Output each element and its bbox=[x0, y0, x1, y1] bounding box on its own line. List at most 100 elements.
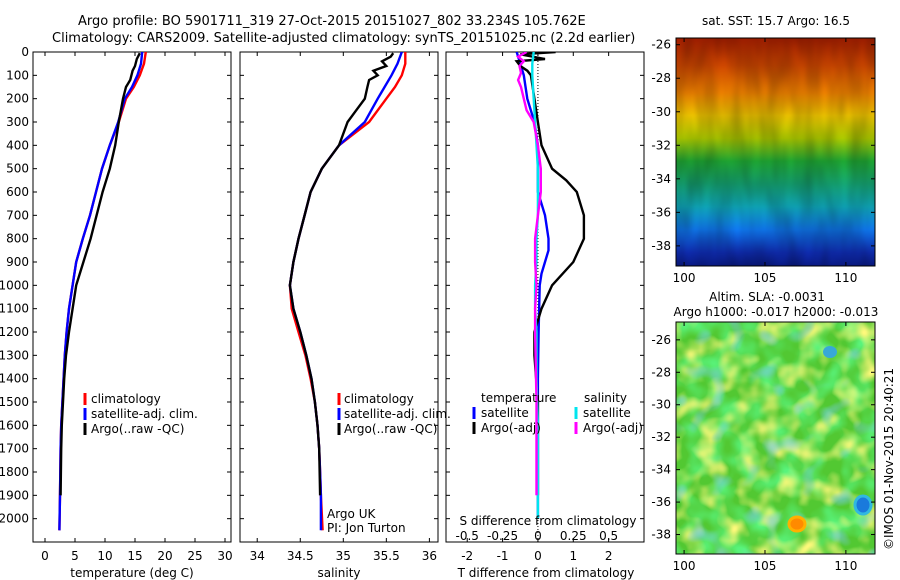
sal-xtick-label: 35 bbox=[336, 549, 351, 563]
depth-axis: 0 100 200 300 400 500 600 700 800 900 1000 1100 1200… bbox=[0, 45, 644, 526]
temp-series-2 bbox=[59, 52, 141, 496]
diff-series-3 bbox=[515, 52, 542, 496]
salinity-plot: 34 34.5 35 35.5 36 bbox=[250, 52, 437, 563]
legend-label-s-argo: Argo(-adj) bbox=[583, 421, 643, 435]
sst-map-title: sat. SST: 15.7 Argo: 16.5 bbox=[702, 14, 850, 28]
depth-tick-label: 1500 bbox=[0, 395, 29, 409]
sla-xtick-label: 110 bbox=[834, 559, 857, 573]
sla-xtick-label: 100 bbox=[673, 559, 696, 573]
difference-plot: -2 -1 0 1 2 -0.5 -0.25 0 0.25 0.5 bbox=[456, 52, 618, 563]
legend-label-s-satellite: satellite bbox=[583, 406, 631, 420]
header-line-2: Climatology: CARS2009. Satellite-adjuste… bbox=[52, 31, 635, 46]
sla-map-blobs-blue bbox=[676, 322, 875, 554]
sst-ytick-label: -34 bbox=[651, 172, 671, 186]
sla-ytick-label: -30 bbox=[651, 398, 671, 412]
diff-s-tick-label: 0.5 bbox=[599, 529, 618, 543]
sal-series-2 bbox=[288, 52, 395, 496]
depth-tick-label: 1600 bbox=[0, 418, 29, 432]
sla-map-axes: 100 105 110 -26 -28 -30 -32 -34 -36 -38 bbox=[651, 322, 875, 573]
temp-xtick-label: 5 bbox=[71, 549, 79, 563]
temp-xtick-label: 20 bbox=[157, 549, 172, 563]
diff-series-1 bbox=[514, 52, 586, 496]
depth-tick-label: 100 bbox=[6, 68, 29, 82]
depth-tick-label: 400 bbox=[6, 138, 29, 152]
sst-xtick-label: 105 bbox=[754, 271, 777, 285]
sst-ytick-label: -28 bbox=[651, 71, 671, 85]
sla-ytick-label: -36 bbox=[651, 495, 671, 509]
depth-tick-label: 1900 bbox=[0, 488, 29, 502]
sst-map-texture bbox=[676, 38, 875, 266]
sst-map: sat. SST: 15.7 Argo: 16.5 100 105 110 -26 -2… bbox=[651, 14, 876, 285]
depth-tick-label: 600 bbox=[6, 185, 29, 199]
sla-map-subtitle: Argo h1000: -0.017 h2000: -0.013 bbox=[674, 305, 879, 319]
depth-tick-label: 1100 bbox=[0, 302, 29, 316]
depth-tick-label: 1800 bbox=[0, 465, 29, 479]
legend-label-satellite: satellite-adj. clim. bbox=[91, 407, 198, 421]
depth-tick-label: 800 bbox=[6, 232, 29, 246]
legend-label-argo: Argo(..raw -QC) bbox=[91, 422, 184, 436]
depth-tick-label: 900 bbox=[6, 255, 29, 269]
depth-tick-label: 300 bbox=[6, 115, 29, 129]
sst-xtick-label: 110 bbox=[834, 271, 857, 285]
temperature-plot: 0 5 10 15 20 25 30 bbox=[41, 52, 233, 563]
sal-xtick-label: 35.5 bbox=[373, 549, 400, 563]
diff-xtick-label: -1 bbox=[497, 549, 509, 563]
sst-map-frame bbox=[675, 37, 876, 267]
depth-tick-label: 1700 bbox=[0, 442, 29, 456]
salinity-xlabel: salinity bbox=[317, 566, 360, 580]
difference-xlabel-top: S difference from climatology bbox=[460, 514, 637, 528]
diff-xtick-label: 0 bbox=[534, 549, 542, 563]
diff-s-tick-label: 0 bbox=[534, 529, 542, 543]
diff-s-tick-label: -0.25 bbox=[487, 529, 518, 543]
sst-ytick-label: -36 bbox=[651, 205, 671, 219]
temp-xtick-label: 15 bbox=[127, 549, 142, 563]
depth-tick-label: 2000 bbox=[0, 512, 29, 526]
legend-label-climatology: climatology bbox=[91, 392, 161, 406]
sla-map-title: Altim. SLA: -0.0031 bbox=[709, 290, 825, 304]
temp-xtick-label: 0 bbox=[41, 549, 49, 563]
sst-xtick-label: 100 bbox=[673, 271, 696, 285]
sal-xtick-label: 36 bbox=[422, 549, 437, 563]
temp-series-1 bbox=[58, 52, 144, 531]
depth-tick-label: 500 bbox=[6, 162, 29, 176]
temperature-panel-frame bbox=[32, 51, 232, 543]
depth-tick-label: 200 bbox=[6, 92, 29, 106]
depth-tick-label: 700 bbox=[6, 208, 29, 222]
temperature-xlabel: temperature (deg C) bbox=[70, 566, 193, 580]
depth-tick-label: 0 bbox=[21, 45, 29, 59]
depth-tick-label: 1000 bbox=[0, 278, 29, 292]
sst-map-axes: 100 105 110 -26 -28 -30 -32 -34 -36 -38 bbox=[651, 38, 875, 285]
depth-tick-label: 1200 bbox=[0, 325, 29, 339]
legend-title-temperature: temperature bbox=[481, 391, 556, 405]
legend-label-climatology: climatology bbox=[344, 392, 414, 406]
sla-map-eddy-blue bbox=[853, 494, 873, 516]
pi-annotation: PI: Jon Turton bbox=[327, 521, 406, 535]
temp-xtick-label: 25 bbox=[187, 549, 202, 563]
diff-xtick-label: 1 bbox=[569, 549, 577, 563]
sla-map-eddy-red bbox=[787, 515, 807, 533]
depth-tick-label: 1300 bbox=[0, 348, 29, 362]
difference-legend: temperature salinity satellite Argo(-adj… bbox=[472, 391, 643, 435]
temp-xtick-label: 10 bbox=[97, 549, 112, 563]
depth-tick-label: 1400 bbox=[0, 372, 29, 386]
sla-xtick-label: 105 bbox=[754, 559, 777, 573]
legend-label-t-argo: Argo(-adj) bbox=[481, 421, 541, 435]
argo-uk-annotation: Argo UK bbox=[327, 507, 376, 521]
sst-ytick-label: -26 bbox=[651, 38, 671, 52]
sla-ytick-label: -28 bbox=[651, 365, 671, 379]
diff-s-tick-label: 0.25 bbox=[560, 529, 587, 543]
legend-label-t-satellite: satellite bbox=[481, 406, 529, 420]
sal-xtick-label: 34 bbox=[250, 549, 265, 563]
header-line-1: Argo profile: BO 5901711_319 27-Oct-2015… bbox=[78, 14, 586, 29]
imos-side-label: ©IMOS 01-Nov-2015 20:40:21 bbox=[882, 368, 896, 550]
sla-ytick-label: -32 bbox=[651, 430, 671, 444]
salinity-panel-frame bbox=[239, 51, 439, 543]
sla-ytick-label: -34 bbox=[651, 463, 671, 477]
sla-ytick-label: -26 bbox=[651, 333, 671, 347]
diff-xtick-label: -2 bbox=[461, 549, 473, 563]
temperature-legend: climatology satellite-adj. clim. Argo(..… bbox=[83, 392, 198, 436]
sla-ytick-label: -38 bbox=[651, 528, 671, 542]
sst-ytick-label: -32 bbox=[651, 138, 671, 152]
